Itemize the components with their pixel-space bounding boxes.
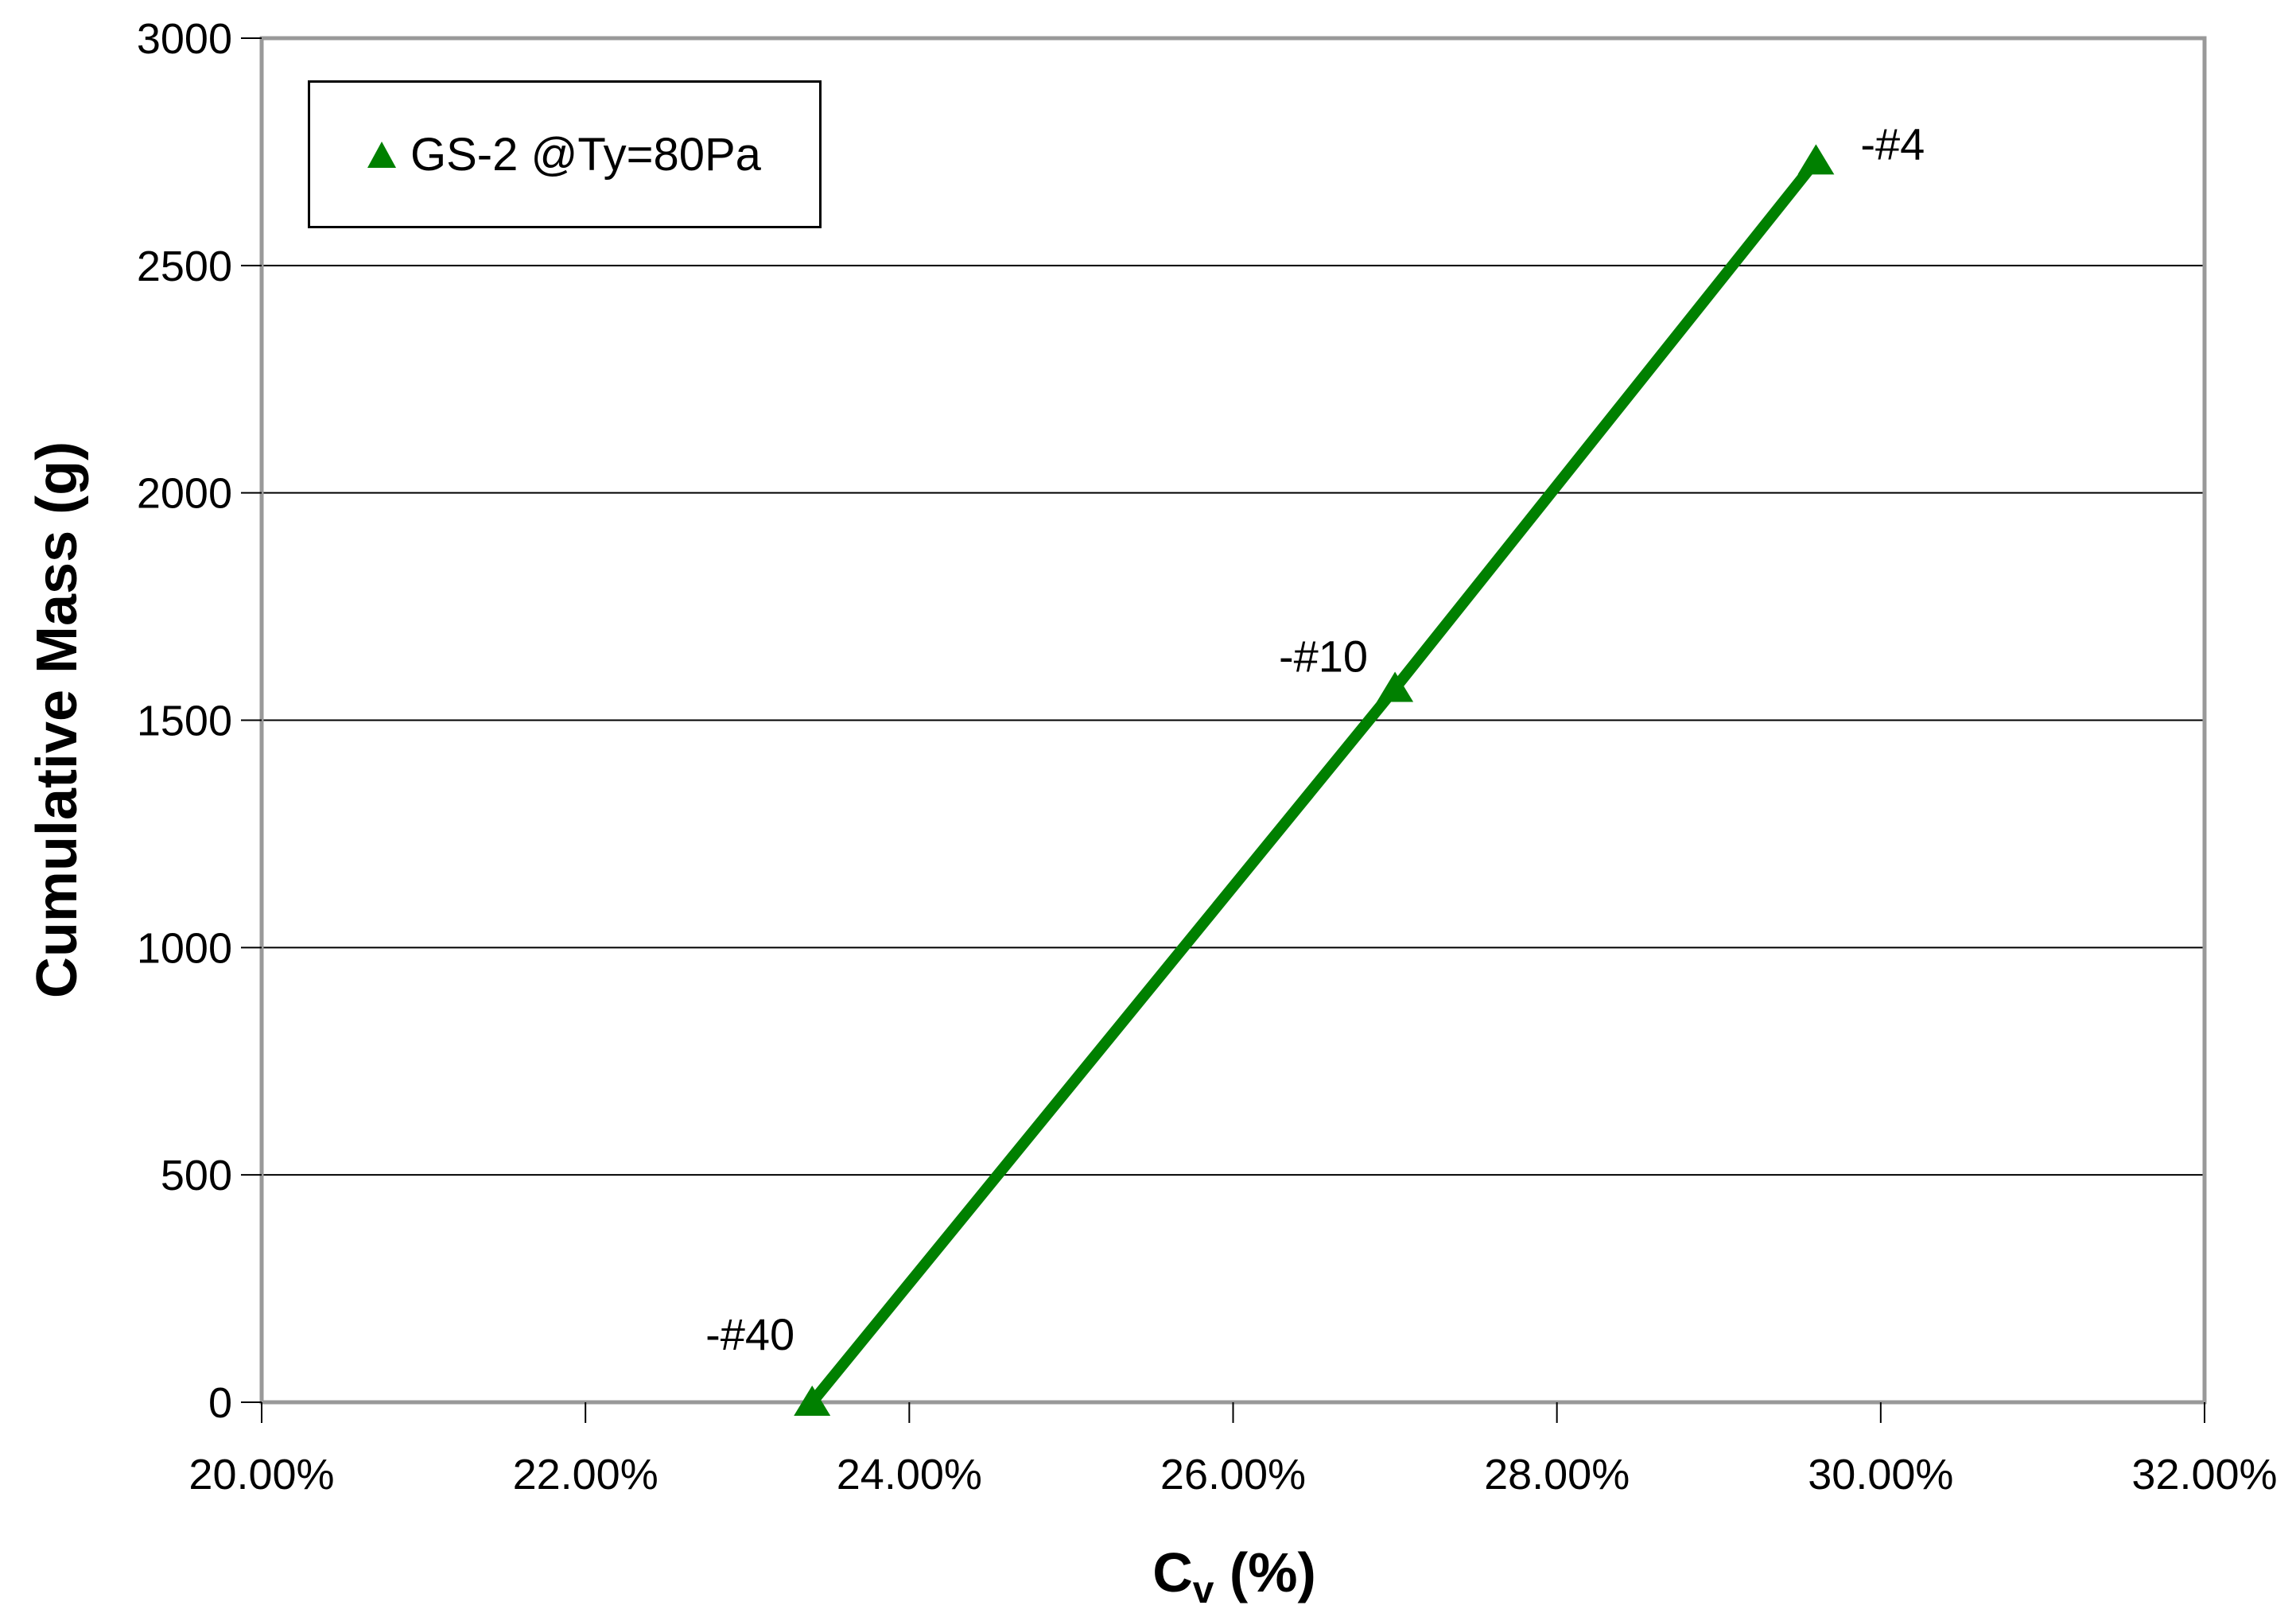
y-tick-label: 3000 (137, 15, 232, 63)
x-tick-label: 24.00% (837, 1451, 982, 1498)
series-line (806, 155, 1822, 1408)
data-point-marker (794, 1386, 831, 1416)
x-tick-label: 32.00% (2131, 1451, 2277, 1498)
y-tick-label: 2000 (137, 470, 232, 518)
data-point-marker (1797, 144, 1835, 175)
legend-triangle-marker-icon (367, 141, 396, 168)
x-tick-label: 22.00% (513, 1451, 658, 1498)
x-tick-label: 20.00% (188, 1451, 334, 1498)
data-point-label: -#4 (1860, 119, 1925, 169)
x-tick-label: 26.00% (1160, 1451, 1306, 1498)
x-axis-title-subscript: v (1192, 1569, 1214, 1611)
x-axis-title-main: C (1152, 1541, 1193, 1603)
y-axis-title: Cumulative Mass (g) (25, 441, 89, 999)
data-point-label: -#40 (705, 1309, 794, 1359)
y-tick-label: 0 (208, 1379, 232, 1427)
x-axis-title: Cv (%) (1152, 1541, 1316, 1612)
y-tick-label: 1000 (137, 924, 232, 972)
x-tick-label: 30.00% (1808, 1451, 1953, 1498)
y-tick-label: 500 (161, 1152, 232, 1199)
data-point-label: -#10 (1279, 631, 1368, 681)
legend: GS-2 @Ty=80Pa (308, 80, 822, 228)
y-tick-label: 2500 (137, 243, 232, 290)
x-tick-label: 28.00% (1484, 1451, 1630, 1498)
x-axis-title-units: (%) (1214, 1541, 1316, 1603)
legend-series-label: GS-2 @Ty=80Pa (410, 128, 761, 181)
data-point-marker (1377, 671, 1414, 702)
y-tick-label: 1500 (137, 698, 232, 745)
